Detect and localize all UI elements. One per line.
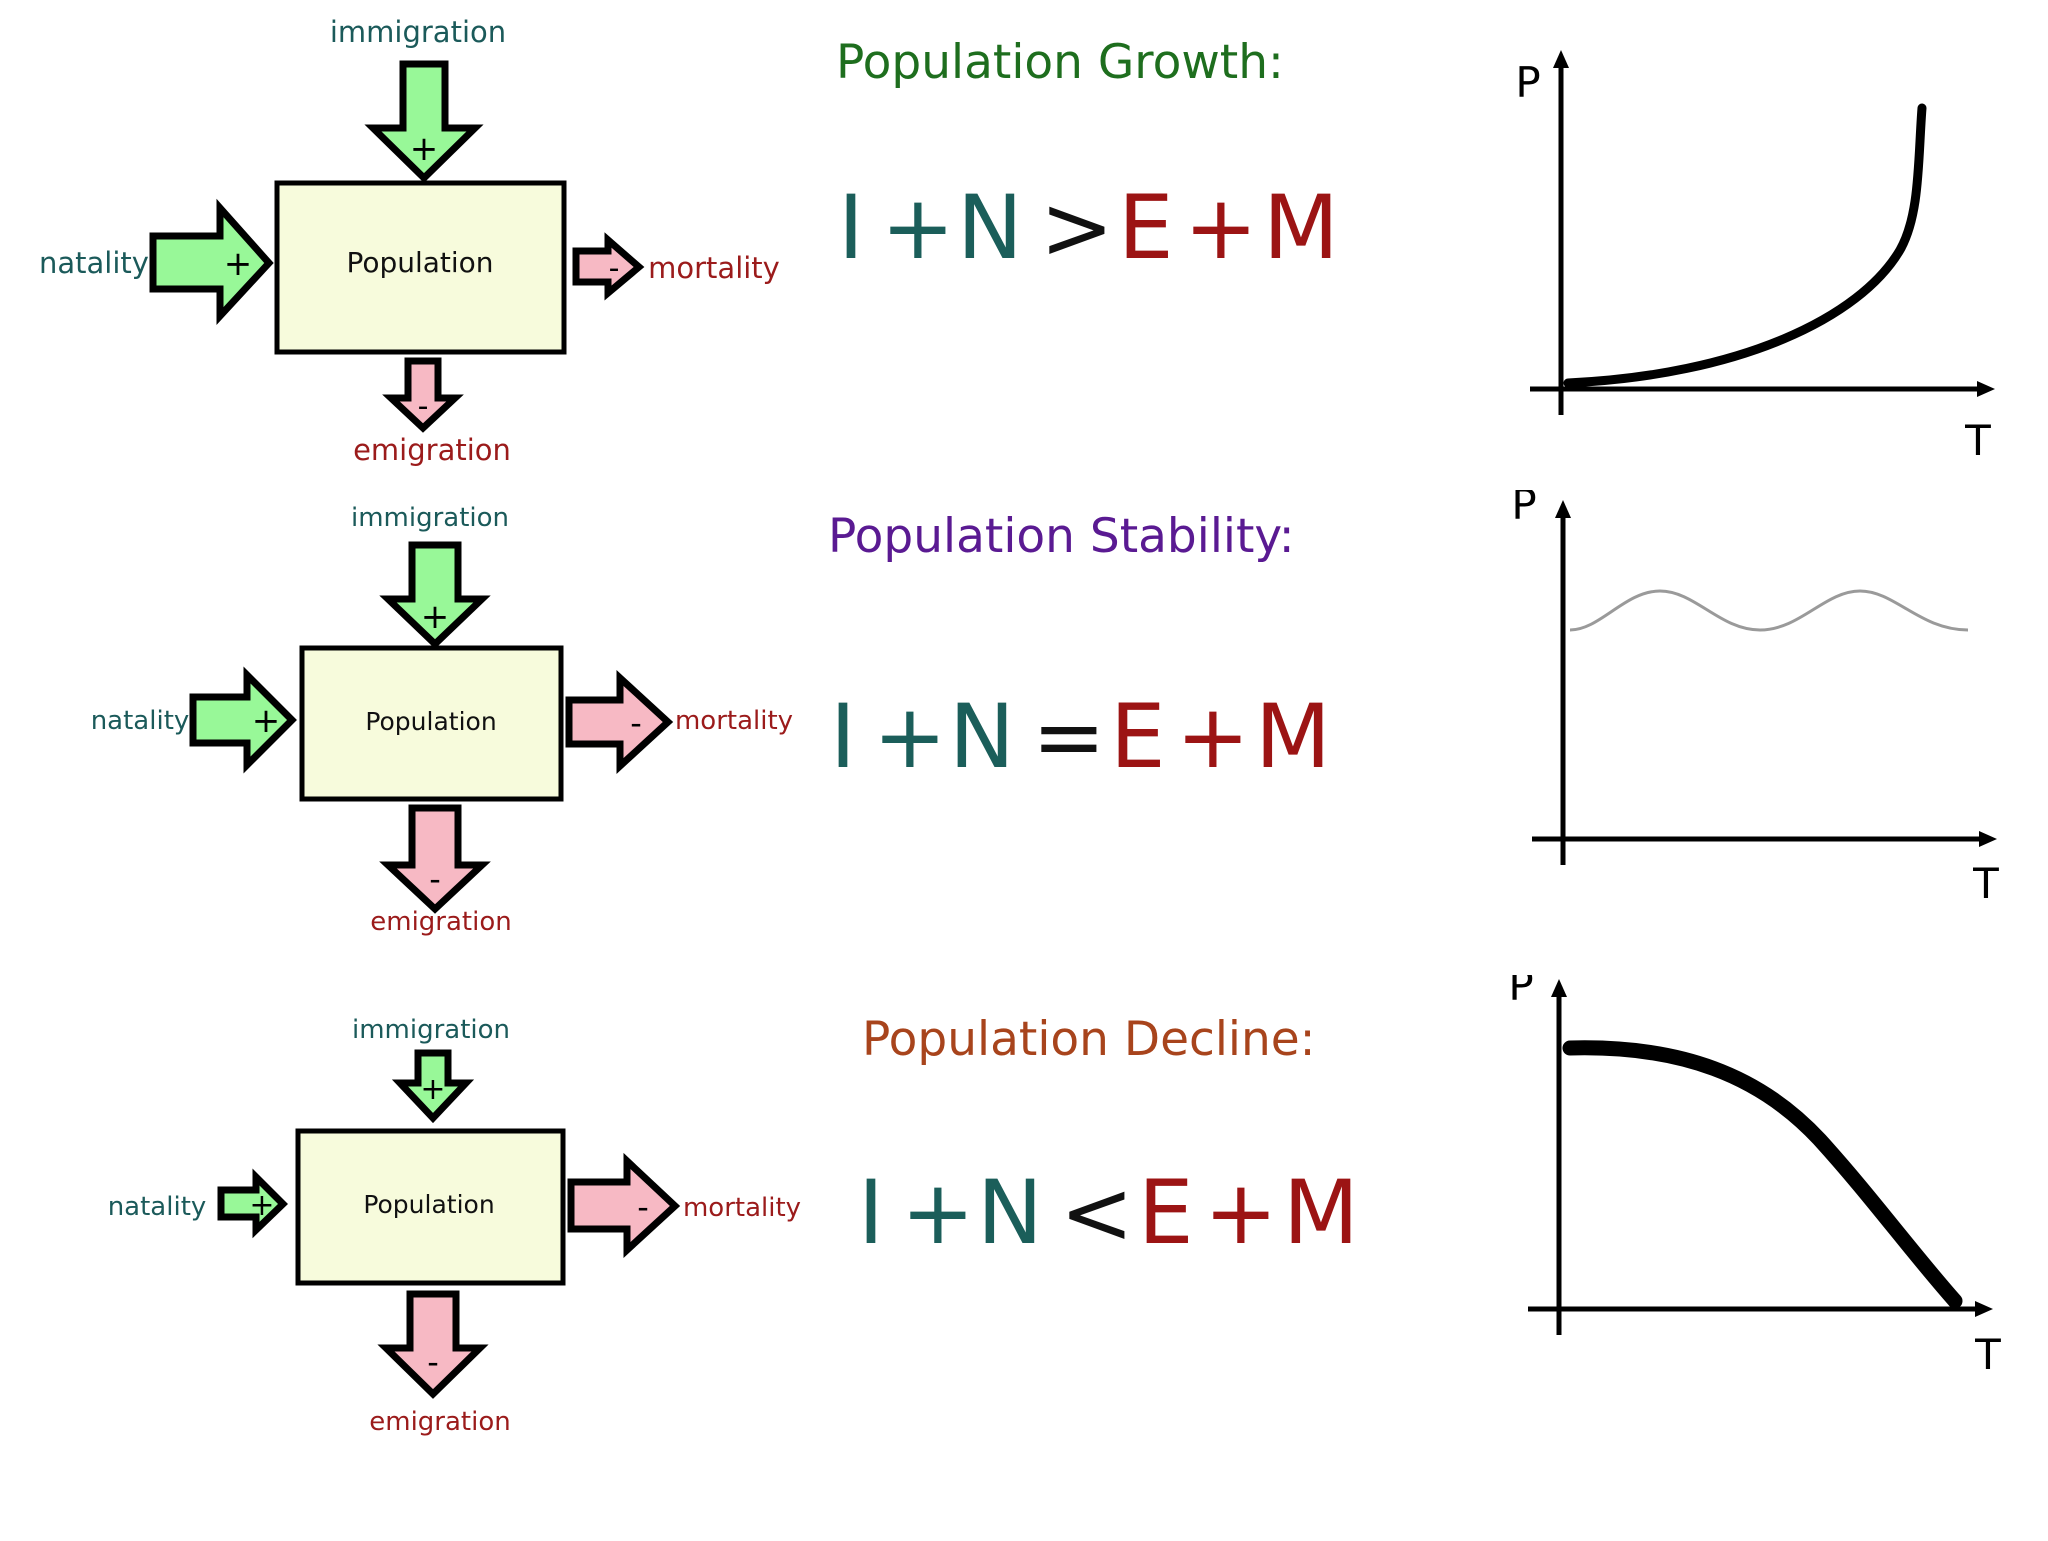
x-axis-label: T	[1974, 1330, 2001, 1379]
mortality-arrow	[565, 670, 674, 774]
eq-operator: >	[1040, 176, 1114, 279]
mortality-sign: -	[637, 1188, 649, 1226]
mortality-label: mortality	[648, 251, 780, 285]
natality-label: natality	[39, 246, 149, 280]
eq-plus-2: +	[1176, 685, 1250, 788]
x-axis-arrowhead	[1979, 831, 1997, 847]
equation: I + N < E + M	[858, 1161, 1359, 1264]
natality-sign: +	[252, 701, 281, 741]
equation: I + N > E + M	[838, 176, 1339, 279]
emigration-sign: -	[427, 1343, 439, 1381]
decline-curve	[1562, 1040, 1963, 1309]
eq-E: E	[1110, 685, 1166, 788]
panel-title: Population Decline:	[862, 1012, 1315, 1067]
immigration-sign: +	[421, 597, 450, 637]
natality-arrow	[149, 198, 274, 325]
natality-arrow	[217, 1168, 288, 1239]
eq-I: I	[858, 1161, 884, 1264]
eq-N: N	[949, 685, 1015, 788]
eq-N: N	[957, 176, 1023, 279]
trend-graph: P T	[1515, 50, 1995, 465]
trend-graph: P T	[1511, 480, 1999, 908]
decline-svg: + immigration + natality Population - mo…	[108, 961, 2001, 1437]
eq-operator: <	[1060, 1161, 1134, 1264]
panel-title: Population Growth:	[836, 35, 1284, 90]
eq-plus-1: +	[873, 685, 947, 788]
emigration-arrow	[377, 1290, 489, 1399]
equation: I + N = E + M	[830, 685, 1331, 788]
natality-label: natality	[91, 706, 190, 736]
growth-panel: + immigration + natality Population - mo…	[0, 0, 2048, 490]
emigration-label: emigration	[353, 433, 511, 467]
growth-curve	[1563, 103, 1927, 388]
natality-arrow	[189, 666, 297, 774]
eq-I: I	[830, 685, 856, 788]
eq-E: E	[1138, 1161, 1194, 1264]
stability-svg: + immigration + natality Population - mo…	[91, 480, 1999, 937]
population-label: Population	[363, 1190, 494, 1219]
eq-M: M	[1283, 1161, 1359, 1264]
eq-M: M	[1255, 685, 1331, 788]
immigration-label: immigration	[352, 1015, 510, 1045]
mortality-label: mortality	[675, 706, 793, 736]
mortality-arrow	[572, 232, 645, 301]
emigration-label: emigration	[369, 1407, 510, 1437]
immigration-label: immigration	[330, 15, 506, 49]
eq-I: I	[838, 176, 864, 279]
y-axis-label: P	[1511, 490, 1536, 529]
y-axis-arrowhead	[1551, 979, 1567, 997]
population-label: Population	[365, 707, 496, 736]
population-box	[274, 180, 567, 355]
emigration-sign: -	[418, 389, 429, 424]
natality-label: natality	[108, 1192, 207, 1222]
y-axis-arrowhead	[1555, 500, 1571, 518]
stability-curve	[1569, 589, 1969, 632]
emigration-arrow	[382, 357, 464, 433]
panel-title: Population Stability:	[828, 509, 1295, 564]
emigration-sign: -	[429, 860, 441, 898]
eq-operator: =	[1032, 685, 1106, 788]
growth-svg: + immigration + natality Population - mo…	[39, 15, 1995, 467]
eq-M: M	[1263, 176, 1339, 279]
mortality-label: mortality	[683, 1193, 801, 1223]
immigration-label: immigration	[351, 503, 509, 533]
y-axis-label: P	[1508, 975, 1533, 1010]
y-axis-arrowhead	[1553, 50, 1569, 68]
immigration-arrow	[364, 60, 484, 183]
eq-plus-2: +	[1184, 176, 1258, 279]
eq-plus-1: +	[881, 176, 955, 279]
eq-plus-2: +	[1204, 1161, 1278, 1264]
immigration-arrow	[379, 541, 491, 649]
trend-graph: P T	[1508, 961, 2001, 1379]
immigration-arrow	[391, 1049, 475, 1124]
immigration-sign: +	[420, 1072, 445, 1107]
emigration-label: emigration	[370, 907, 511, 937]
mortality-sign: -	[630, 704, 642, 742]
x-axis-arrowhead	[1977, 381, 1995, 397]
x-axis-arrowhead	[1975, 1301, 1993, 1317]
immigration-sign: +	[410, 129, 439, 169]
eq-N: N	[977, 1161, 1043, 1264]
natality-sign: +	[249, 1188, 274, 1223]
stability-panel: + immigration + natality Population - mo…	[0, 480, 2048, 975]
mortality-arrow	[567, 1152, 681, 1258]
x-axis-label: T	[1972, 859, 1999, 908]
population-box	[295, 1128, 566, 1286]
natality-sign: +	[224, 244, 253, 284]
population-label: Population	[346, 246, 493, 279]
y-axis-label: P	[1515, 58, 1540, 107]
x-axis-label: T	[1964, 416, 1991, 465]
population-box	[299, 645, 564, 802]
eq-plus-1: +	[901, 1161, 975, 1264]
emigration-arrow	[379, 804, 491, 914]
decline-panel: + immigration + natality Population - mo…	[0, 961, 2048, 1536]
mortality-sign: -	[609, 251, 620, 286]
eq-E: E	[1118, 176, 1174, 279]
